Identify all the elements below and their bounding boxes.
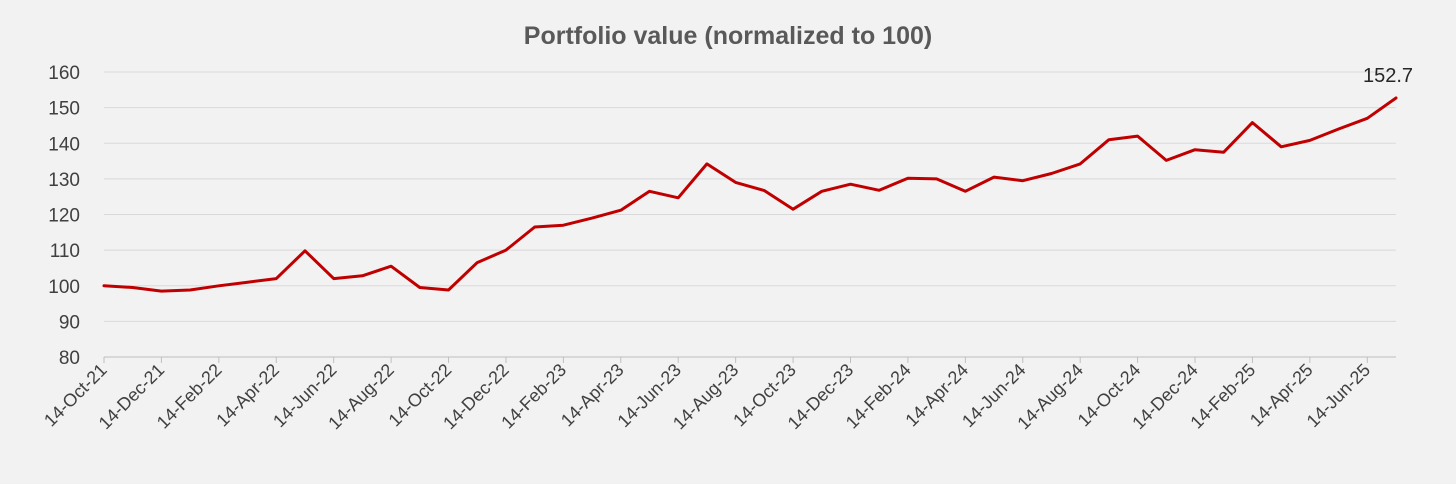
- y-tick-label: 130: [48, 170, 80, 191]
- x-tick-label: 14-Jun-25: [1303, 360, 1374, 431]
- y-tick-label: 80: [59, 348, 80, 369]
- x-axis: [103, 356, 1396, 363]
- y-tick-label: 160: [48, 63, 80, 84]
- y-tick-label: 110: [50, 241, 80, 262]
- annotations: 152.7: [1363, 65, 1413, 87]
- chart-title: Portfolio value (normalized to 100): [523, 22, 933, 50]
- y-tick-label: 140: [48, 134, 80, 155]
- series-layer: [102, 96, 1398, 293]
- series-line: [102, 96, 1398, 293]
- y-tick-label: 120: [48, 206, 80, 227]
- y-tick-label: 150: [48, 99, 80, 120]
- y-tick-label: 100: [48, 277, 80, 298]
- y-axis-tick-labels: 80 90 100 110 120 130 140 150 160: [48, 63, 80, 369]
- y-tick-label: 90: [59, 312, 80, 333]
- data-label-last: 152.7: [1363, 65, 1413, 87]
- gridlines: [104, 71, 1396, 358]
- x-axis-tick-labels: 14-Oct-2114-Dec-2114-Feb-2214-Apr-2214-J…: [40, 360, 1374, 434]
